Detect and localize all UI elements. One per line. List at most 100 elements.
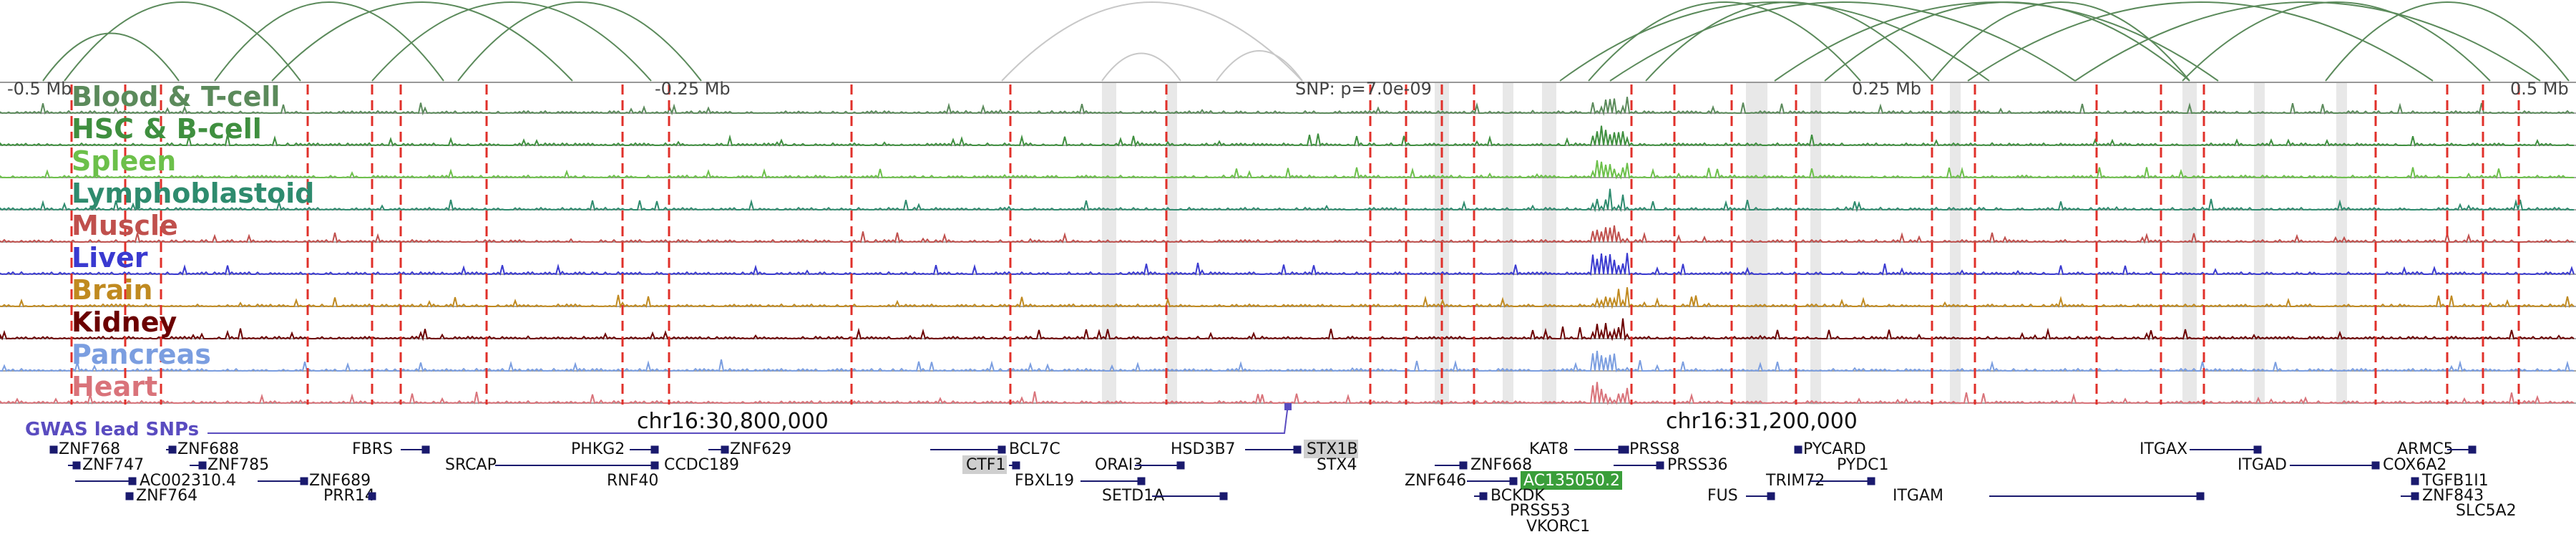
gene-exon: [1656, 461, 1664, 470]
gene-label[interactable]: COX6A2: [2383, 456, 2446, 474]
gwas-lead-snps-label: GWAS lead SNPs: [25, 419, 199, 440]
gene-exon: [2468, 445, 2477, 454]
gene-label[interactable]: ZNF688: [177, 440, 239, 458]
gene-label[interactable]: FUS: [1707, 487, 1738, 505]
gene-label[interactable]: STX4: [1317, 456, 1357, 474]
gene-exon: [1621, 445, 1629, 454]
gene-label[interactable]: ITGAD: [2238, 456, 2287, 474]
gene-label[interactable]: ITGAX: [2140, 440, 2187, 458]
gene-label[interactable]: FBRS: [352, 440, 393, 458]
snp-marker-lines: [70, 84, 2520, 405]
gene-exon: [997, 445, 1006, 454]
track-label-muscle: Muscle: [72, 210, 178, 241]
interaction-arc: [1559, 1, 1990, 82]
gene-label[interactable]: PYDC1: [1837, 456, 1889, 474]
gene-bodies: [49, 445, 2477, 500]
chromatin-interaction-arcs: [42, 1, 2570, 82]
gene-label[interactable]: ZNF764: [136, 487, 197, 505]
interaction-arc: [214, 1, 444, 82]
gene-exon: [2411, 492, 2419, 500]
axis-label-right: 0.5 Mb: [2510, 79, 2569, 99]
gene-label[interactable]: ZNF668: [1470, 456, 1532, 474]
highlight-band: [2336, 82, 2347, 405]
axis-label-mid-left: -0.25 Mb: [655, 79, 731, 99]
gene-label[interactable]: ARMC5: [2397, 440, 2454, 458]
signal-peaks: [0, 125, 2575, 147]
gene-label[interactable]: SLC5A2: [2456, 502, 2517, 520]
highlight-band: [2254, 82, 2265, 405]
signal-peaks: [0, 188, 2575, 213]
highlight-band: [1166, 82, 1177, 405]
gene-label[interactable]: VKORC1: [1526, 518, 1590, 536]
gene-exon: [128, 477, 137, 485]
gene-label[interactable]: FBXL19: [1015, 472, 1074, 490]
highlight-band: [2182, 82, 2197, 405]
signal-peaks: [0, 287, 2575, 309]
gene-label[interactable]: ZNF843: [2422, 487, 2484, 505]
gene-exon: [721, 445, 729, 454]
gene-exon: [1459, 461, 1468, 470]
track-label-spleen: Spleen: [72, 145, 176, 177]
gene-label[interactable]: ZNF747: [82, 456, 144, 474]
gene-exon: [650, 445, 659, 454]
gene-label[interactable]: ZNF629: [730, 440, 791, 458]
gene-exon: [2253, 445, 2262, 454]
gene-label[interactable]: PRSS53: [1510, 502, 1570, 520]
gene-exon: [1012, 461, 1020, 470]
gene-label[interactable]: CTF1: [966, 456, 1005, 474]
gene-label[interactable]: AC135050.2: [1523, 472, 1620, 490]
gene-label[interactable]: HSD3B7: [1171, 440, 1236, 458]
gene-label[interactable]: SRCAP: [445, 456, 497, 474]
gene-label[interactable]: AC002310.4: [140, 472, 236, 490]
gene-label[interactable]: CCDC189: [664, 456, 739, 474]
gene-label[interactable]: ZNF785: [208, 456, 269, 474]
interaction-arc: [2325, 1, 2570, 82]
gene-highlight-box-green: [1521, 471, 1622, 490]
track-label-brain: Brain: [72, 274, 152, 306]
gene-exon: [1137, 477, 1146, 485]
gene-label[interactable]: ITGAM: [1893, 487, 1943, 505]
track-label-hsc-bcell: HSC & B-cell: [72, 113, 262, 145]
gene-exon: [421, 445, 430, 454]
highlight-band: [1810, 82, 1821, 405]
interaction-arc: [64, 1, 301, 82]
chrom-position-right: chr16:31,200,000: [1666, 409, 1858, 434]
highlight-band: [1950, 82, 1961, 405]
track-label-liver: Liver: [72, 242, 148, 274]
gwas-snp-marker[interactable]: [1284, 403, 1292, 410]
gene-highlight-box: [962, 455, 1007, 474]
gene-label[interactable]: BCL7C: [1009, 440, 1060, 458]
gene-label[interactable]: ZNF768: [59, 440, 120, 458]
axis-label-mid-right: 0.25 Mb: [1852, 79, 1921, 99]
interaction-arc: [1001, 1, 1303, 82]
track-label-heart: Heart: [72, 371, 157, 402]
signal-peaks: [0, 97, 2575, 116]
gene-label[interactable]: KAT8: [1529, 440, 1568, 458]
interaction-arc: [1931, 1, 2190, 82]
gene-exon: [1794, 445, 1802, 454]
signal-peaks: [0, 253, 2575, 276]
gene-label[interactable]: BCKDK: [1491, 487, 1545, 505]
gene-label[interactable]: PYCARD: [1803, 440, 1866, 458]
gene-label[interactable]: TGFB1I1: [2421, 472, 2489, 490]
interaction-arc: [1609, 1, 2076, 82]
gene-exon: [168, 445, 177, 454]
interaction-arc: [1967, 1, 2434, 82]
track-label-pancreas: Pancreas: [72, 339, 211, 370]
gene-label[interactable]: PRSS8: [1629, 440, 1679, 458]
gene-exon: [49, 445, 58, 454]
signal-peaks: [0, 225, 2575, 244]
interaction-arc: [457, 1, 702, 82]
gene-exon: [2411, 477, 2419, 485]
gene-label[interactable]: STX1B: [1307, 440, 1358, 458]
axis-label-left: -0.5 Mb: [7, 79, 72, 99]
gene-label[interactable]: PRSS36: [1667, 456, 1727, 474]
signal-tracks: [0, 97, 2576, 406]
gene-exon: [1219, 492, 1228, 500]
gene-highlight-box: [1304, 440, 1358, 458]
gene-label[interactable]: ZNF689: [309, 472, 371, 490]
gene-label[interactable]: PHKG2: [571, 440, 625, 458]
gene-label[interactable]: RNF40: [607, 472, 658, 490]
gene-label[interactable]: ZNF646: [1405, 472, 1466, 490]
gene-label[interactable]: PRR14: [323, 487, 375, 505]
